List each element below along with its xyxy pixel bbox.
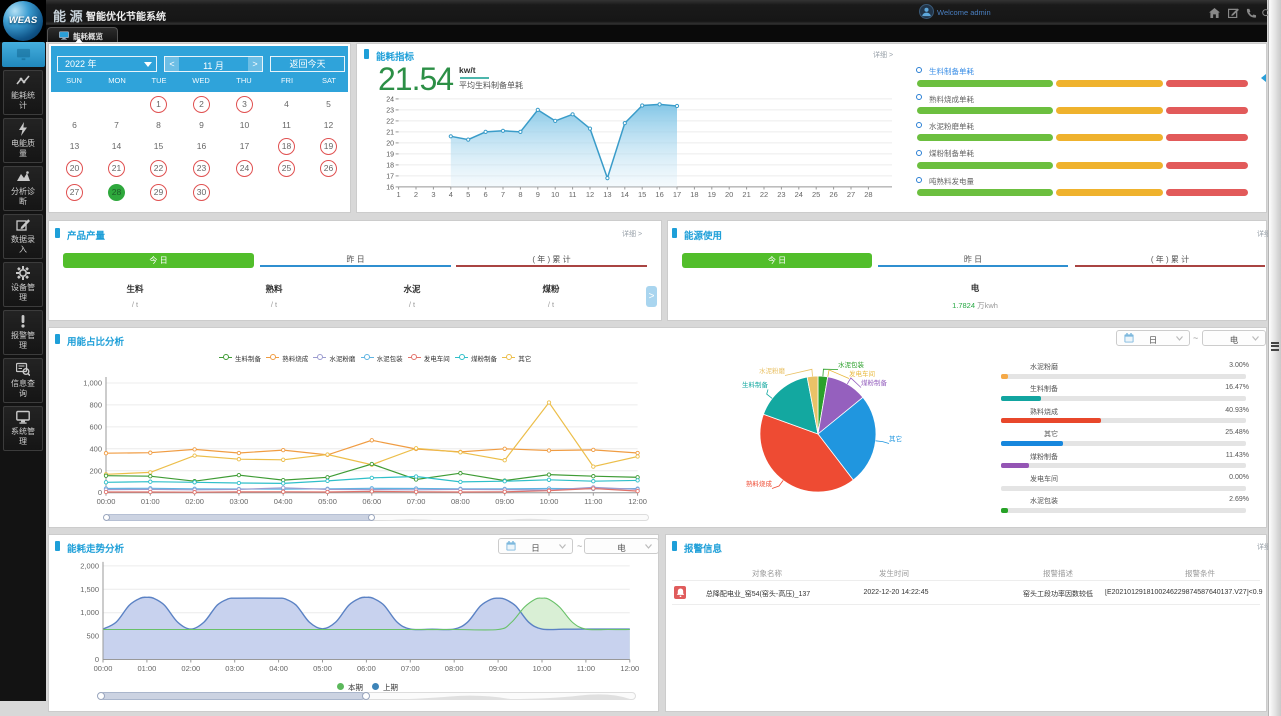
svg-text:12:00: 12:00 (620, 664, 639, 673)
svg-text:22: 22 (760, 190, 768, 199)
svg-text:10:00: 10:00 (533, 664, 552, 673)
svg-text:400: 400 (89, 444, 102, 453)
svg-text:800: 800 (89, 400, 102, 409)
svg-text:11: 11 (569, 190, 577, 199)
svg-text:16: 16 (655, 190, 663, 199)
svg-text:09:00: 09:00 (495, 497, 514, 506)
svg-text:2,000: 2,000 (80, 561, 99, 570)
svg-text:10:00: 10:00 (540, 497, 559, 506)
svg-text:2: 2 (414, 190, 418, 199)
svg-text:生料制备: 生料制备 (742, 380, 769, 389)
svg-text:10: 10 (551, 190, 559, 199)
svg-text:06:00: 06:00 (357, 664, 376, 673)
svg-text:14: 14 (621, 190, 629, 199)
svg-text:16: 16 (386, 184, 394, 191)
svg-text:8: 8 (518, 190, 522, 199)
svg-text:03:00: 03:00 (225, 664, 244, 673)
svg-text:03:00: 03:00 (230, 497, 249, 506)
svg-text:08:00: 08:00 (451, 497, 470, 506)
svg-text:17: 17 (386, 173, 394, 180)
svg-text:18: 18 (690, 190, 698, 199)
svg-text:0: 0 (98, 488, 102, 497)
svg-text:7: 7 (501, 190, 505, 199)
svg-text:1: 1 (397, 190, 401, 199)
svg-text:28: 28 (864, 190, 872, 199)
svg-text:27: 27 (847, 190, 855, 199)
svg-text:22: 22 (386, 118, 394, 125)
svg-text:4: 4 (449, 190, 453, 199)
svg-text:24: 24 (795, 190, 803, 199)
svg-text:09:00: 09:00 (489, 664, 508, 673)
svg-text:煤粉制备: 煤粉制备 (861, 378, 888, 387)
svg-text:水泥粉磨: 水泥粉磨 (759, 366, 786, 375)
svg-text:21: 21 (386, 129, 394, 136)
svg-text:23: 23 (386, 107, 394, 114)
svg-text:00:00: 00:00 (97, 497, 116, 506)
svg-text:1,000: 1,000 (83, 379, 102, 388)
svg-text:20: 20 (725, 190, 733, 199)
svg-text:6: 6 (484, 190, 488, 199)
svg-text:19: 19 (386, 151, 394, 158)
svg-text:05:00: 05:00 (318, 497, 337, 506)
svg-text:发电车间: 发电车间 (849, 369, 875, 378)
svg-text:07:00: 07:00 (407, 497, 426, 506)
svg-text:12:00: 12:00 (628, 497, 647, 506)
svg-text:200: 200 (89, 466, 102, 475)
svg-text:18: 18 (386, 162, 394, 169)
svg-text:21: 21 (742, 190, 750, 199)
svg-text:其它: 其它 (889, 434, 902, 443)
svg-text:20: 20 (386, 140, 394, 147)
svg-text:19: 19 (708, 190, 716, 199)
svg-text:11:00: 11:00 (577, 664, 595, 673)
svg-text:01:00: 01:00 (138, 664, 157, 673)
svg-text:9: 9 (536, 190, 540, 199)
svg-text:0: 0 (95, 655, 99, 664)
svg-text:1,000: 1,000 (80, 608, 99, 617)
svg-text:11:00: 11:00 (584, 497, 602, 506)
svg-text:5: 5 (466, 190, 470, 199)
svg-text:02:00: 02:00 (185, 497, 204, 506)
svg-text:15: 15 (638, 190, 646, 199)
svg-text:1,500: 1,500 (80, 585, 99, 594)
svg-text:02:00: 02:00 (181, 664, 200, 673)
svg-text:水泥包装: 水泥包装 (838, 360, 865, 369)
svg-text:07:00: 07:00 (401, 664, 420, 673)
svg-text:熟料烧成: 熟料烧成 (746, 479, 773, 488)
svg-text:600: 600 (89, 422, 102, 431)
svg-text:24: 24 (386, 96, 394, 103)
svg-text:01:00: 01:00 (141, 497, 160, 506)
svg-text:500: 500 (86, 632, 99, 641)
svg-text:25: 25 (812, 190, 820, 199)
svg-text:04:00: 04:00 (269, 664, 288, 673)
svg-text:00:00: 00:00 (94, 664, 113, 673)
svg-text:06:00: 06:00 (362, 497, 381, 506)
svg-text:17: 17 (673, 190, 681, 199)
svg-text:12: 12 (586, 190, 594, 199)
svg-text:05:00: 05:00 (313, 664, 332, 673)
svg-text:04:00: 04:00 (274, 497, 293, 506)
svg-text:08:00: 08:00 (445, 664, 464, 673)
svg-text:3: 3 (431, 190, 435, 199)
svg-text:23: 23 (777, 190, 785, 199)
svg-text:13: 13 (603, 190, 611, 199)
svg-text:26: 26 (829, 190, 837, 199)
